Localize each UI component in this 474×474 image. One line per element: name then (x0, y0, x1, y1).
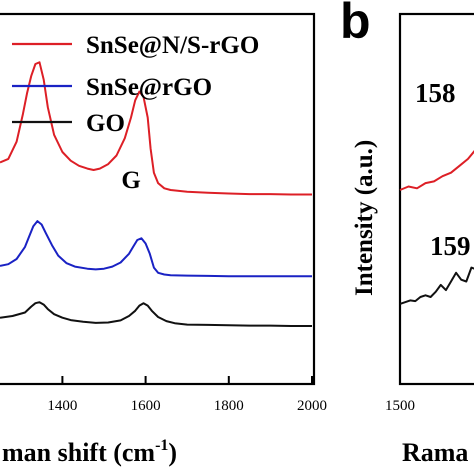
panel-b-letter: b (340, 0, 371, 49)
panel-a-x-tick-label: 1400 (47, 398, 77, 414)
panel-a-x-ticks: 1400 1600 1800 2000 (47, 376, 327, 414)
panel-a-x-tick-label: 1600 (131, 398, 161, 414)
panel-a-x-tick-label: 1800 (214, 398, 244, 414)
g-band-annotation: G (121, 167, 140, 194)
panel-b-x-ticks: 1500155 (385, 376, 474, 414)
panel-a: 1400 1600 1800 2000 SnSe@N/S-rGO SnSe@rGO G… (0, 12, 327, 467)
panel-b: b 1500155 158 159 Intensity (a.u.) Rama (340, 0, 474, 467)
panel-b-series-0-line (399, 150, 474, 191)
panel-a-frame (0, 12, 316, 386)
x-axis-label-close: ) (168, 438, 177, 467)
panel-b-series-group (399, 150, 474, 305)
panel-b-series-1-line (399, 266, 474, 305)
panel-a-series-2-line (0, 301, 312, 327)
panel-b-x-axis-label: Rama (402, 438, 468, 467)
panel-b-y-axis-label: Intensity (a.u.) (351, 140, 378, 296)
panel-a-x-axis-label: man shift (cm-1) (2, 437, 177, 467)
panel-a-x-tick-label: 2000 (297, 398, 327, 414)
peak-label-159: 159 (430, 231, 471, 261)
peak-label-158: 158 (415, 78, 456, 108)
panel-a-series-0-line (0, 61, 312, 196)
x-axis-label-unit-sup: -1 (155, 437, 168, 454)
legend-label-snse-rgo: SnSe@rGO (86, 74, 212, 101)
panel-a-series-1-line (0, 220, 312, 278)
panel-a-series-group (0, 61, 312, 327)
x-axis-label-main: man shift (cm (2, 438, 155, 467)
legend-label-snse-ns-rgo: SnSe@N/S-rGO (86, 32, 259, 59)
legend-label-go: GO (86, 110, 125, 137)
legend: SnSe@N/S-rGO SnSe@rGO GO (12, 32, 259, 137)
panel-b-frame (398, 12, 474, 386)
panel-b-x-tick-label: 1500 (385, 398, 415, 414)
